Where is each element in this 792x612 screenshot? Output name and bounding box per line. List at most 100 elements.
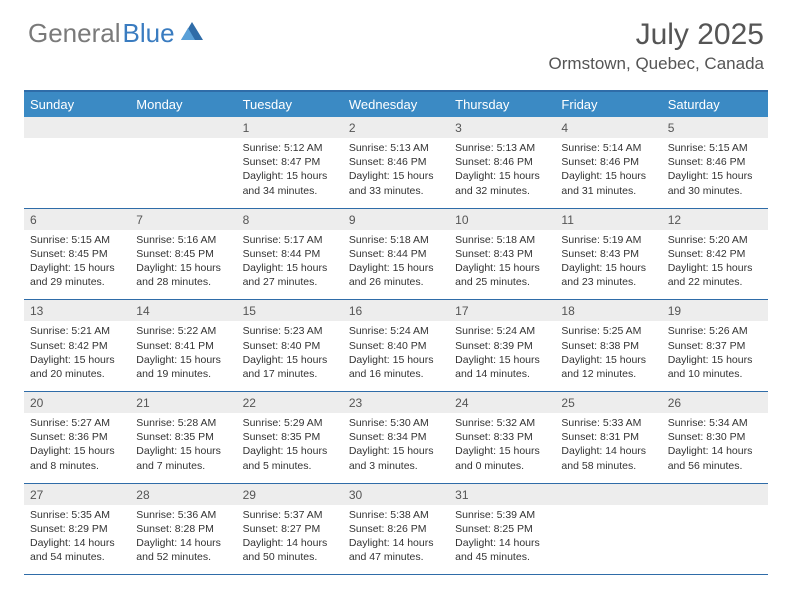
day-number-cell: 1 [237, 117, 343, 138]
day-detail-line: Daylight: 15 hours [349, 353, 443, 367]
day-detail-cell [555, 505, 661, 575]
weekday-header-cell: Thursday [449, 92, 555, 117]
day-detail-line: Sunrise: 5:15 AM [30, 233, 124, 247]
day-detail-line: Sunrise: 5:26 AM [668, 324, 762, 338]
day-detail-line: Sunset: 8:42 PM [668, 247, 762, 261]
day-detail-line: Daylight: 15 hours [136, 261, 230, 275]
day-detail-line: Sunrise: 5:20 AM [668, 233, 762, 247]
day-detail-line: Daylight: 15 hours [455, 353, 549, 367]
day-detail-line: Sunset: 8:46 PM [455, 155, 549, 169]
day-detail-line: Sunset: 8:37 PM [668, 339, 762, 353]
day-detail-line: Sunrise: 5:25 AM [561, 324, 655, 338]
day-number-cell: 11 [555, 209, 661, 230]
day-detail-cell: Sunrise: 5:32 AMSunset: 8:33 PMDaylight:… [449, 413, 555, 483]
day-detail-line: Daylight: 15 hours [561, 261, 655, 275]
day-detail-line: Sunset: 8:43 PM [561, 247, 655, 261]
day-detail-cell: Sunrise: 5:21 AMSunset: 8:42 PMDaylight:… [24, 321, 130, 391]
day-detail-line: Sunrise: 5:37 AM [243, 508, 337, 522]
logo-word2: Blue [123, 18, 175, 49]
day-detail-line: and 23 minutes. [561, 275, 655, 289]
day-number-cell: 2 [343, 117, 449, 138]
day-detail-line: Sunrise: 5:18 AM [349, 233, 443, 247]
day-detail-cell: Sunrise: 5:34 AMSunset: 8:30 PMDaylight:… [662, 413, 768, 483]
day-number-cell: 28 [130, 484, 236, 505]
day-number-cell: 24 [449, 392, 555, 413]
day-detail-cell [24, 138, 130, 208]
day-detail-line: and 5 minutes. [243, 459, 337, 473]
day-number-cell: 4 [555, 117, 661, 138]
day-detail-line: Daylight: 15 hours [30, 444, 124, 458]
day-detail-cell: Sunrise: 5:23 AMSunset: 8:40 PMDaylight:… [237, 321, 343, 391]
week-daynum-row: 2728293031 [24, 484, 768, 505]
logo-triangle-icon [181, 22, 203, 45]
day-detail-line: Sunrise: 5:35 AM [30, 508, 124, 522]
day-detail-line: Daylight: 15 hours [349, 444, 443, 458]
day-detail-line: Sunrise: 5:18 AM [455, 233, 549, 247]
day-number-cell: 8 [237, 209, 343, 230]
day-detail-line: Daylight: 15 hours [136, 444, 230, 458]
day-number-cell: 19 [662, 300, 768, 321]
day-detail-cell: Sunrise: 5:33 AMSunset: 8:31 PMDaylight:… [555, 413, 661, 483]
day-detail-line: Sunrise: 5:24 AM [349, 324, 443, 338]
day-detail-line: Daylight: 15 hours [668, 353, 762, 367]
day-number-cell: 12 [662, 209, 768, 230]
day-number-cell: 29 [237, 484, 343, 505]
day-detail-line: and 32 minutes. [455, 184, 549, 198]
day-detail-cell: Sunrise: 5:35 AMSunset: 8:29 PMDaylight:… [24, 505, 130, 575]
day-number-cell [130, 117, 236, 138]
day-number-cell: 26 [662, 392, 768, 413]
day-detail-line: and 54 minutes. [30, 550, 124, 564]
day-detail-cell: Sunrise: 5:25 AMSunset: 8:38 PMDaylight:… [555, 321, 661, 391]
day-detail-line: Sunset: 8:40 PM [349, 339, 443, 353]
day-detail-line: and 34 minutes. [243, 184, 337, 198]
day-detail-line: Sunrise: 5:27 AM [30, 416, 124, 430]
day-detail-line: Sunset: 8:34 PM [349, 430, 443, 444]
day-detail-line: Sunset: 8:40 PM [243, 339, 337, 353]
day-detail-line: Sunrise: 5:12 AM [243, 141, 337, 155]
day-number-cell: 17 [449, 300, 555, 321]
day-detail-line: Sunset: 8:35 PM [243, 430, 337, 444]
day-detail-cell: Sunrise: 5:15 AMSunset: 8:46 PMDaylight:… [662, 138, 768, 208]
day-detail-line: and 25 minutes. [455, 275, 549, 289]
day-detail-line: and 31 minutes. [561, 184, 655, 198]
day-detail-line: and 3 minutes. [349, 459, 443, 473]
day-detail-cell: Sunrise: 5:12 AMSunset: 8:47 PMDaylight:… [237, 138, 343, 208]
day-detail-line: Sunrise: 5:14 AM [561, 141, 655, 155]
weekday-header-cell: Friday [555, 92, 661, 117]
day-detail-cell: Sunrise: 5:39 AMSunset: 8:25 PMDaylight:… [449, 505, 555, 575]
day-detail-line: Daylight: 15 hours [668, 169, 762, 183]
day-detail-cell: Sunrise: 5:24 AMSunset: 8:39 PMDaylight:… [449, 321, 555, 391]
day-detail-line: Daylight: 15 hours [30, 353, 124, 367]
day-detail-line: Sunrise: 5:15 AM [668, 141, 762, 155]
day-number-cell: 21 [130, 392, 236, 413]
week-detail-row: Sunrise: 5:27 AMSunset: 8:36 PMDaylight:… [24, 413, 768, 484]
day-detail-line: Sunrise: 5:19 AM [561, 233, 655, 247]
day-detail-line: and 45 minutes. [455, 550, 549, 564]
day-detail-line: Sunset: 8:43 PM [455, 247, 549, 261]
day-detail-line: Sunrise: 5:34 AM [668, 416, 762, 430]
day-detail-line: Sunset: 8:26 PM [349, 522, 443, 536]
day-detail-line: Daylight: 14 hours [136, 536, 230, 550]
day-detail-line: Daylight: 15 hours [455, 444, 549, 458]
day-number-cell: 30 [343, 484, 449, 505]
page-header: General Blue July 2025 Ormstown, Quebec,… [0, 0, 792, 82]
day-detail-line: Sunset: 8:27 PM [243, 522, 337, 536]
day-number-cell: 20 [24, 392, 130, 413]
day-detail-line: Sunrise: 5:33 AM [561, 416, 655, 430]
day-number-cell: 9 [343, 209, 449, 230]
day-detail-line: Sunset: 8:44 PM [349, 247, 443, 261]
day-detail-line: Daylight: 14 hours [349, 536, 443, 550]
week-detail-row: Sunrise: 5:35 AMSunset: 8:29 PMDaylight:… [24, 505, 768, 576]
day-detail-line: Daylight: 15 hours [136, 353, 230, 367]
day-detail-line: Sunset: 8:47 PM [243, 155, 337, 169]
day-detail-line: Daylight: 15 hours [243, 169, 337, 183]
day-detail-line: Daylight: 14 hours [30, 536, 124, 550]
weekday-header-cell: Wednesday [343, 92, 449, 117]
day-detail-line: Sunset: 8:29 PM [30, 522, 124, 536]
day-detail-line: and 10 minutes. [668, 367, 762, 381]
day-detail-cell: Sunrise: 5:30 AMSunset: 8:34 PMDaylight:… [343, 413, 449, 483]
day-detail-line: and 56 minutes. [668, 459, 762, 473]
day-detail-line: Sunrise: 5:32 AM [455, 416, 549, 430]
day-detail-line: Sunrise: 5:36 AM [136, 508, 230, 522]
day-detail-line: Sunset: 8:46 PM [668, 155, 762, 169]
